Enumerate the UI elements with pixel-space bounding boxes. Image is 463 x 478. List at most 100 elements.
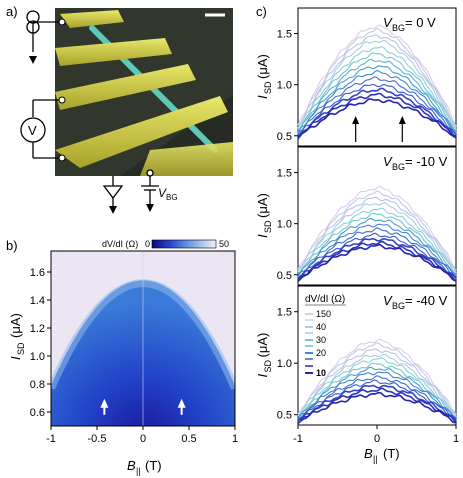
subplot-ylabel: ISD(μA) — [255, 54, 273, 99]
svg-text:I: I — [255, 374, 270, 378]
heatmap-ticks: -1 -0.5 0 0.5 1 0.6 0.8 1.0 1.2 1.4 1.6 — [30, 267, 238, 445]
series-line — [297, 46, 457, 133]
subplot-ylabel: ISD(μA) — [255, 193, 273, 238]
series-line — [297, 391, 457, 424]
series-line — [297, 384, 457, 422]
panel-label-c: c) — [256, 4, 267, 19]
xtick-label: -1 — [293, 433, 303, 445]
svg-text:BG: BG — [392, 23, 405, 33]
heatmap-arrow — [100, 398, 109, 415]
heatmap-xtick-label: 0.5 — [181, 433, 196, 445]
svg-text:I: I — [255, 95, 270, 99]
subplot-ylabel: I SD(μA) — [255, 333, 273, 378]
svg-text:V: V — [383, 154, 393, 169]
contact-3 — [55, 96, 228, 168]
series-line — [297, 52, 457, 134]
series-line — [297, 243, 457, 282]
svg-text:10: 10 — [316, 368, 326, 378]
series-line — [297, 348, 457, 417]
series-line — [297, 218, 457, 278]
heatmap-ridge-region — [51, 251, 235, 386]
svg-text:V: V — [383, 15, 393, 30]
svg-text:SD: SD — [263, 81, 273, 94]
svg-text:SD: SD — [263, 359, 273, 372]
series-line — [297, 87, 457, 139]
svg-text:B: B — [127, 458, 136, 473]
contact-top — [60, 10, 124, 28]
svg-text:||: || — [373, 454, 378, 464]
svg-text:B: B — [364, 446, 373, 461]
svg-text:V: V — [383, 293, 393, 308]
heatmap-ytick-label: 0.6 — [30, 407, 45, 419]
series-line — [297, 202, 457, 274]
series-line — [297, 58, 457, 134]
ytick-label: 1.5 — [277, 168, 292, 180]
ytick-label: 0.5 — [277, 410, 292, 422]
xtick-label: 0 — [374, 433, 380, 445]
series-line — [297, 212, 457, 278]
svg-text:150: 150 — [316, 309, 331, 319]
heatmap-ytick-label: 1.2 — [30, 323, 45, 335]
colorbar-min: 0 — [145, 239, 150, 249]
series-line — [297, 371, 457, 419]
series-line — [297, 40, 457, 131]
voltmeter-label: V — [28, 123, 37, 138]
svg-text:= 0 V: = 0 V — [405, 15, 436, 30]
subplot-0: 0.5 1.0 1.5 ISD (μA) V BG = 0 V — [255, 7, 457, 147]
series-line — [297, 34, 457, 129]
series-line — [297, 24, 457, 127]
series-line — [297, 237, 457, 280]
heatmap-xlabel: B || (T) — [127, 458, 162, 476]
series-line — [297, 92, 457, 139]
svg-text:= -40 V: = -40 V — [405, 293, 448, 308]
gate-sub: BG — [166, 193, 178, 202]
ytick-label: 0.5 — [277, 131, 292, 143]
svg-text:I: I — [255, 234, 270, 238]
series-line — [297, 98, 457, 140]
series-line — [297, 196, 457, 273]
subplot-2: 0.5 1.0 1.5 I SD(μA) V BG = -40 V -1 0 1 — [255, 285, 459, 445]
svg-text:SD: SD — [16, 342, 26, 355]
subplot-arrow — [352, 116, 360, 142]
heatmap-arrows — [100, 398, 186, 415]
heatmap-ylabel: I SD (μA) — [8, 313, 26, 360]
contact-4 — [140, 142, 233, 176]
subplot-1: 0.5 1.0 1.5 ISD (μA) V BG = -10 V — [255, 146, 457, 286]
series-line — [297, 186, 457, 271]
legend-entry: 40 — [305, 322, 326, 332]
legend-title: dV/dI (Ω) — [305, 294, 345, 305]
series-line — [297, 240, 457, 282]
panel-label-a: a) — [6, 4, 18, 19]
series-line — [297, 366, 457, 421]
vbg-label: V BG = 0 V — [383, 15, 436, 33]
legend-entry: 10 — [305, 368, 326, 378]
heatmap-ytick-label: 1.0 — [30, 351, 45, 363]
heatmap-xtick-label: -0.5 — [88, 433, 107, 445]
contact-2 — [55, 64, 196, 110]
current-source — [26, 10, 62, 52]
colorbar-label: dV/dI (Ω) — [102, 239, 138, 249]
ytick-label: 1.0 — [277, 358, 292, 370]
series-line — [297, 69, 457, 135]
panel-label-b: b) — [6, 238, 18, 253]
svg-text:(μA): (μA) — [255, 333, 270, 358]
series-line — [297, 357, 457, 421]
legend-entry: 150 — [305, 309, 331, 319]
ytick-label: 1.0 — [277, 219, 292, 231]
subplot-arrow — [398, 116, 406, 142]
xtick-label: 1 — [453, 433, 459, 445]
legend-entry: 20 — [305, 348, 326, 358]
series-line — [297, 338, 457, 416]
svg-text:I: I — [8, 356, 23, 360]
series-line — [297, 65, 457, 134]
heatmap-xtick-label: -1 — [46, 433, 56, 445]
svg-text:20: 20 — [316, 348, 326, 358]
series-line — [297, 387, 457, 423]
lines-xlabel: B || (T) — [364, 446, 400, 464]
heatmap-ytick-label: 0.8 — [30, 379, 45, 391]
heatmap-ytick-label: 1.6 — [30, 267, 45, 279]
ytick-label: 1.0 — [277, 80, 292, 92]
series-line — [297, 362, 457, 421]
